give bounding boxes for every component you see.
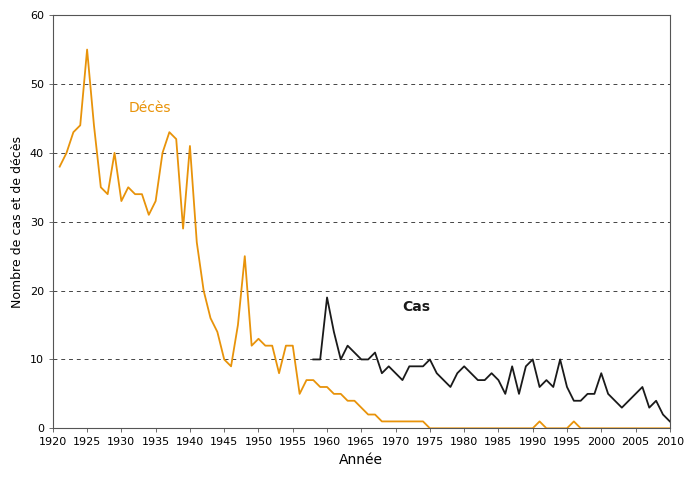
Y-axis label: Nombre de cas et de décès: Nombre de cas et de décès [11,136,24,308]
X-axis label: Année: Année [339,453,384,467]
Text: Décès: Décès [129,100,171,115]
Text: Cas: Cas [402,300,430,314]
